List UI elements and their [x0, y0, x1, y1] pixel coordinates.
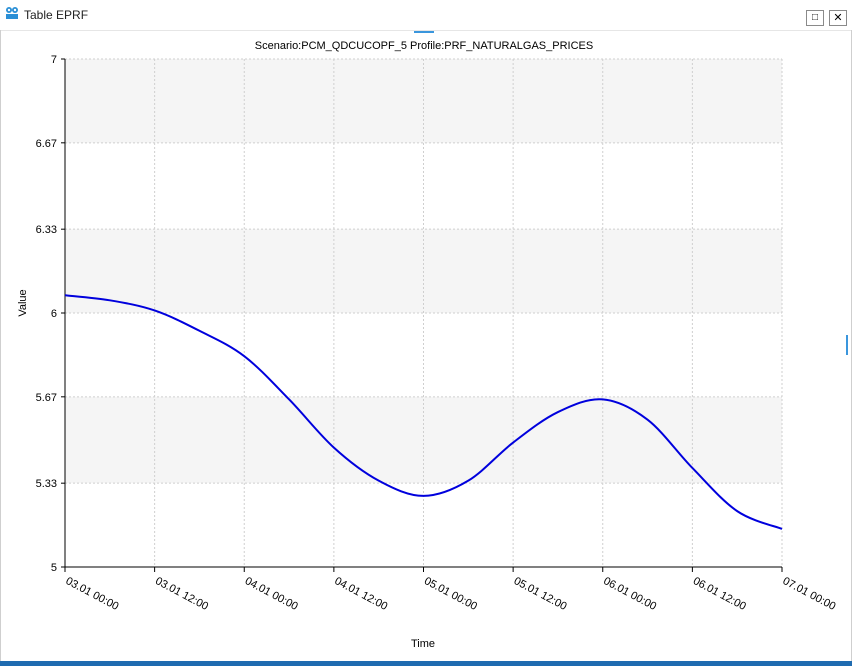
x-axis-label: Time: [411, 638, 435, 650]
y-tick-label: 6: [51, 308, 57, 320]
x-tick-label: 05.01 12:00: [512, 575, 569, 613]
tab-indicator: [414, 31, 434, 33]
app-logo-icon: [6, 7, 18, 19]
y-axis-label: Value: [17, 289, 29, 316]
y-tick-label: 6.33: [36, 224, 57, 236]
chart-title: Scenario:PCM_QDCUCOPF_5 Profile:PRF_NATU…: [255, 40, 593, 52]
y-tick-label: 5.67: [36, 392, 57, 404]
series-layer: [64, 294, 783, 530]
y-tick-label: 5: [51, 562, 57, 574]
x-tick-label: 05.01 00:00: [422, 575, 479, 613]
y-tick-label: 5.33: [36, 478, 57, 490]
left-border: [0, 30, 1, 662]
maximize-button[interactable]: □: [806, 10, 824, 26]
x-tick-label: 06.01 12:00: [691, 575, 748, 613]
window-titlebar: Table EPRF □ ✕: [0, 0, 852, 31]
series-line: [64, 294, 783, 530]
close-button[interactable]: ✕: [829, 10, 847, 26]
axes: [61, 58, 783, 572]
splitter-handle[interactable]: [846, 335, 848, 355]
plot-band: [65, 142, 782, 230]
x-tick-label: 06.01 00:00: [601, 575, 658, 613]
plot-band: [65, 313, 782, 397]
window-title: Table EPRF: [24, 8, 89, 22]
x-tick-label: 07.01 00:00: [781, 575, 838, 613]
x-tick-label: 04.01 12:00: [332, 575, 389, 613]
y-tick-label: 6.67: [36, 138, 57, 150]
bottom-border: [0, 661, 852, 666]
x-tick-label: 03.01 12:00: [153, 575, 210, 613]
plot-band: [65, 483, 782, 567]
x-tick-label: 04.01 00:00: [243, 575, 300, 613]
x-tick-label: 03.01 00:00: [64, 575, 121, 613]
y-tick-label: 7: [51, 54, 57, 66]
